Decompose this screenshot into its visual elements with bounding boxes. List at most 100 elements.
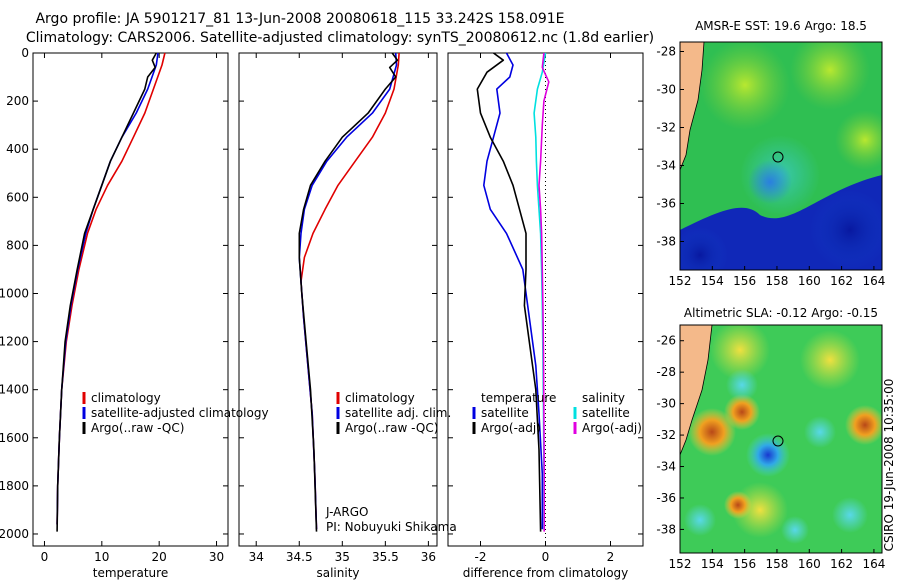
y-tick-label: 2000 bbox=[0, 527, 29, 541]
sla-low-anomaly bbox=[804, 416, 836, 448]
float-owner-line-2: PI: Nobuyuki Shikama bbox=[326, 520, 457, 534]
x-tick-label: 34.5 bbox=[286, 550, 313, 564]
figure-title-line-1: Argo profile: JA 5901217_81 13-Jun-2008 … bbox=[35, 11, 564, 27]
provenance-label: CSIRO 19-Jun-2008 10:35:00 bbox=[882, 379, 896, 552]
sla-low-anomaly bbox=[684, 504, 716, 536]
lat-tick-label: -38 bbox=[656, 235, 676, 249]
float-owner-line-1: J-ARGO bbox=[325, 505, 368, 519]
y-tick-label: 200 bbox=[6, 94, 29, 108]
lon-tick-label: 154 bbox=[701, 274, 724, 288]
sst-warm-patch bbox=[835, 110, 882, 170]
lat-tick-label: -28 bbox=[656, 365, 676, 379]
difference-panel: -2 0 2 difference from climatology bbox=[447, 52, 644, 580]
lon-tick-label: 156 bbox=[733, 557, 756, 571]
profile-line bbox=[538, 52, 550, 532]
x-tick-label: 20 bbox=[152, 550, 167, 564]
plot-frame bbox=[32, 52, 229, 547]
lat-tick-label: -30 bbox=[656, 397, 676, 411]
legend-label-argo: Argo(..raw -QC) bbox=[91, 421, 184, 435]
profile-line bbox=[56, 52, 157, 532]
x-tick-label: 35.5 bbox=[372, 550, 399, 564]
sst-warm-patch bbox=[700, 42, 790, 130]
sst-map-frame bbox=[679, 41, 883, 271]
x-tick-label: 0 bbox=[41, 550, 49, 564]
profile-line bbox=[300, 52, 400, 530]
profile-line bbox=[298, 52, 399, 532]
sla-map-frame bbox=[679, 324, 883, 554]
plot-frame bbox=[238, 52, 438, 547]
lat-tick-label: -32 bbox=[656, 121, 676, 135]
sla-high-anomaly bbox=[845, 405, 882, 445]
y-tick-label: 1400 bbox=[0, 383, 29, 397]
land-australia bbox=[680, 42, 705, 171]
lat-tick-label: -38 bbox=[656, 522, 676, 536]
y-tick-label: 400 bbox=[6, 142, 29, 156]
legend-label-temperature-satellite: satellite bbox=[481, 406, 529, 420]
y-tick-label: 1800 bbox=[0, 479, 29, 493]
lon-tick-label: 152 bbox=[669, 274, 692, 288]
sla-yellow-patch bbox=[710, 325, 770, 380]
lat-tick-label: -34 bbox=[656, 159, 676, 173]
sla-map-axes: 152 154 156 158 160 162 164 -26 -28 -30 -32 -34 -36 -… bbox=[656, 334, 885, 571]
sla-high-anomaly bbox=[724, 491, 752, 519]
legend-label-satellite: satellite-adjusted climatology bbox=[91, 406, 269, 420]
argo-position-marker bbox=[772, 435, 784, 447]
lon-tick-label: 158 bbox=[766, 274, 789, 288]
x-axis-label: temperature bbox=[93, 566, 168, 580]
sst-warm-patch bbox=[790, 42, 870, 110]
y-tick-label: 600 bbox=[6, 190, 29, 204]
legend-label-salinity-satellite: satellite bbox=[582, 406, 630, 420]
legend-label-climatology: climatology bbox=[345, 391, 415, 405]
legend-label-climatology: climatology bbox=[91, 391, 161, 405]
lon-tick-label: 156 bbox=[733, 274, 756, 288]
profile-line bbox=[476, 52, 542, 532]
x-axis-label: salinity bbox=[316, 566, 359, 580]
x-tick-label: 0 bbox=[542, 550, 550, 564]
lon-tick-label: 160 bbox=[798, 274, 821, 288]
sla-low-anomaly bbox=[832, 497, 868, 533]
lat-tick-label: -36 bbox=[656, 491, 676, 505]
salinity-legend: climatology satellite adj. clim. Argo(..… bbox=[325, 391, 457, 534]
sla-high-anomaly bbox=[724, 394, 760, 430]
lon-tick-label: 162 bbox=[830, 557, 853, 571]
sst-deep-patch bbox=[810, 190, 882, 270]
profile-line bbox=[482, 52, 544, 530]
sst-cool-patch bbox=[748, 160, 792, 204]
legend-label-salinity-argo: Argo(-adj) bbox=[582, 421, 642, 435]
sst-map-title: AMSR-E SST: 19.6 Argo: 18.5 bbox=[695, 19, 867, 33]
lat-tick-label: -28 bbox=[656, 45, 676, 59]
sla-map-title: Altimetric SLA: -0.12 Argo: -0.15 bbox=[684, 306, 878, 320]
y-tick-label: 1600 bbox=[0, 431, 29, 445]
lon-tick-label: 152 bbox=[669, 557, 692, 571]
sla-high-anomaly bbox=[688, 408, 736, 456]
lon-tick-label: 160 bbox=[798, 557, 821, 571]
legend-label-argo: Argo(..raw -QC) bbox=[345, 421, 438, 435]
x-tick-label: 10 bbox=[94, 550, 109, 564]
sst-deep-patch bbox=[680, 227, 728, 270]
legend-label-satellite: satellite adj. clim. bbox=[345, 406, 451, 420]
lon-tick-label: 162 bbox=[830, 274, 853, 288]
argo-position-marker bbox=[772, 151, 784, 163]
x-axis-label: difference from climatology bbox=[463, 566, 629, 580]
y-tick-label: 0 bbox=[21, 46, 29, 60]
salinity-panel: 34 34.5 35 35.5 36 salinity bbox=[238, 52, 438, 580]
lat-tick-label: -26 bbox=[656, 334, 676, 348]
profile-line bbox=[56, 52, 159, 525]
lon-tick-label: 158 bbox=[766, 557, 789, 571]
legend-heading-temperature: temperature bbox=[481, 391, 556, 405]
temperature-panel: 0 10 20 30 0 200 400 600 800 1000 1200 1400 1600 1800… bbox=[0, 46, 229, 580]
lon-tick-label: 164 bbox=[862, 274, 885, 288]
legend-heading-salinity: salinity bbox=[582, 391, 625, 405]
plot-frame bbox=[447, 52, 644, 547]
sla-low-anomaly bbox=[726, 369, 758, 401]
x-tick-label: 34 bbox=[249, 550, 264, 564]
y-tick-label: 1200 bbox=[0, 335, 29, 349]
x-tick-label: 36 bbox=[421, 550, 436, 564]
temperature-legend: climatology satellite-adjusted climatolo… bbox=[82, 391, 269, 435]
x-tick-label: -2 bbox=[475, 550, 487, 564]
sst-map bbox=[680, 42, 882, 270]
sla-map bbox=[680, 325, 882, 553]
lon-tick-label: 154 bbox=[701, 557, 724, 571]
lat-tick-label: -30 bbox=[656, 83, 676, 97]
